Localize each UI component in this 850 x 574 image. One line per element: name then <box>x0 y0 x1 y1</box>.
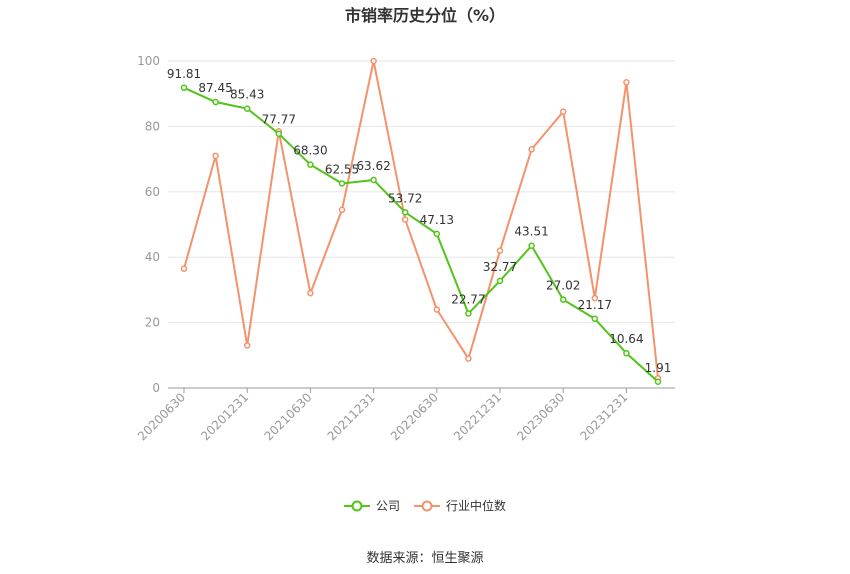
data-point-company <box>591 315 599 323</box>
series-line-company <box>183 86 659 383</box>
data-label: 85.43 <box>230 88 264 102</box>
legend-marker-industry-median <box>414 500 440 511</box>
x-tick-label: 20231231 <box>577 390 630 443</box>
y-tick-label: 0 <box>152 381 160 395</box>
data-point-industry-median <box>559 108 567 115</box>
data-point-industry-median <box>338 206 346 214</box>
data-label: 87.45 <box>198 81 232 95</box>
data-point-company <box>433 230 441 238</box>
legend: 公司 行业中位数 <box>0 497 850 514</box>
data-point-industry-median <box>623 79 630 86</box>
data-label: 1.91 <box>645 361 672 375</box>
x-tick-label: 20201231 <box>198 390 251 443</box>
data-point-industry-median <box>307 289 314 297</box>
chart-title: 市销率历史分位（%） <box>344 6 506 25</box>
data-point-company <box>275 130 283 137</box>
data-point-company <box>654 378 662 386</box>
data-point-company <box>338 180 346 187</box>
data-point-company <box>623 349 630 357</box>
y-tick-label: 60 <box>145 185 160 199</box>
x-tick-label: 20221231 <box>451 390 504 443</box>
x-tick-label: 20210630 <box>261 390 314 443</box>
data-label: 53.72 <box>388 191 422 205</box>
x-tick-label: 20230630 <box>514 390 567 443</box>
x-tick-label: 20211231 <box>325 390 378 443</box>
data-point-company <box>307 161 314 168</box>
data-point-industry-median <box>243 342 251 349</box>
data-point-company <box>370 176 377 184</box>
data-source: 数据来源：恒生聚源 <box>366 551 484 566</box>
data-point-company <box>212 98 219 106</box>
legend-item-industry-median[interactable]: 行业中位数 <box>414 497 506 514</box>
data-point-industry-median <box>401 216 409 223</box>
data-label: 27.02 <box>546 279 580 293</box>
legend-label-company: 公司 <box>375 499 400 513</box>
data-label: 32.77 <box>483 260 517 274</box>
data-label: 43.51 <box>514 225 548 239</box>
data-label: 63.62 <box>356 159 390 173</box>
line-chart: 0 20 40 60 80 100 20200630 20201231 20210630 2021… <box>135 54 675 443</box>
series-line-industry-median <box>183 60 659 379</box>
data-label: 22.77 <box>451 293 485 307</box>
data-point-company <box>528 242 535 249</box>
data-point-company <box>465 310 472 317</box>
data-label: 68.30 <box>293 144 327 158</box>
data-point-industry-median <box>433 306 441 313</box>
x-tick-label: 20220630 <box>388 390 441 443</box>
data-point-industry-median <box>180 265 188 272</box>
legend-marker-company <box>343 500 370 511</box>
data-label: 10.64 <box>609 332 643 346</box>
data-label: 91.81 <box>167 67 201 81</box>
data-point-industry-median <box>465 355 472 362</box>
data-point-company <box>496 277 504 285</box>
y-tick-label: 20 <box>145 316 160 330</box>
data-point-industry-median <box>212 152 219 160</box>
y-tick-label: 80 <box>145 119 160 133</box>
data-point-company <box>180 84 188 92</box>
legend-item-company[interactable]: 公司 <box>343 497 400 514</box>
data-point-industry-median <box>370 57 377 65</box>
data-point-company <box>401 209 409 216</box>
data-point-company <box>243 105 251 112</box>
data-label: 21.17 <box>578 298 612 312</box>
data-point-company <box>559 296 567 303</box>
data-point-industry-median <box>496 247 504 254</box>
y-tick-label: 40 <box>145 250 160 264</box>
legend-label-industry-median: 行业中位数 <box>446 499 507 513</box>
y-tick-label: 100 <box>137 54 160 68</box>
data-point-industry-median <box>591 294 599 302</box>
data-label: 62.55 <box>325 162 359 176</box>
data-label: 77.77 <box>262 113 296 127</box>
data-point-industry-median <box>528 146 535 153</box>
data-label: 47.13 <box>420 213 454 227</box>
x-tick-label: 20200630 <box>135 390 188 443</box>
